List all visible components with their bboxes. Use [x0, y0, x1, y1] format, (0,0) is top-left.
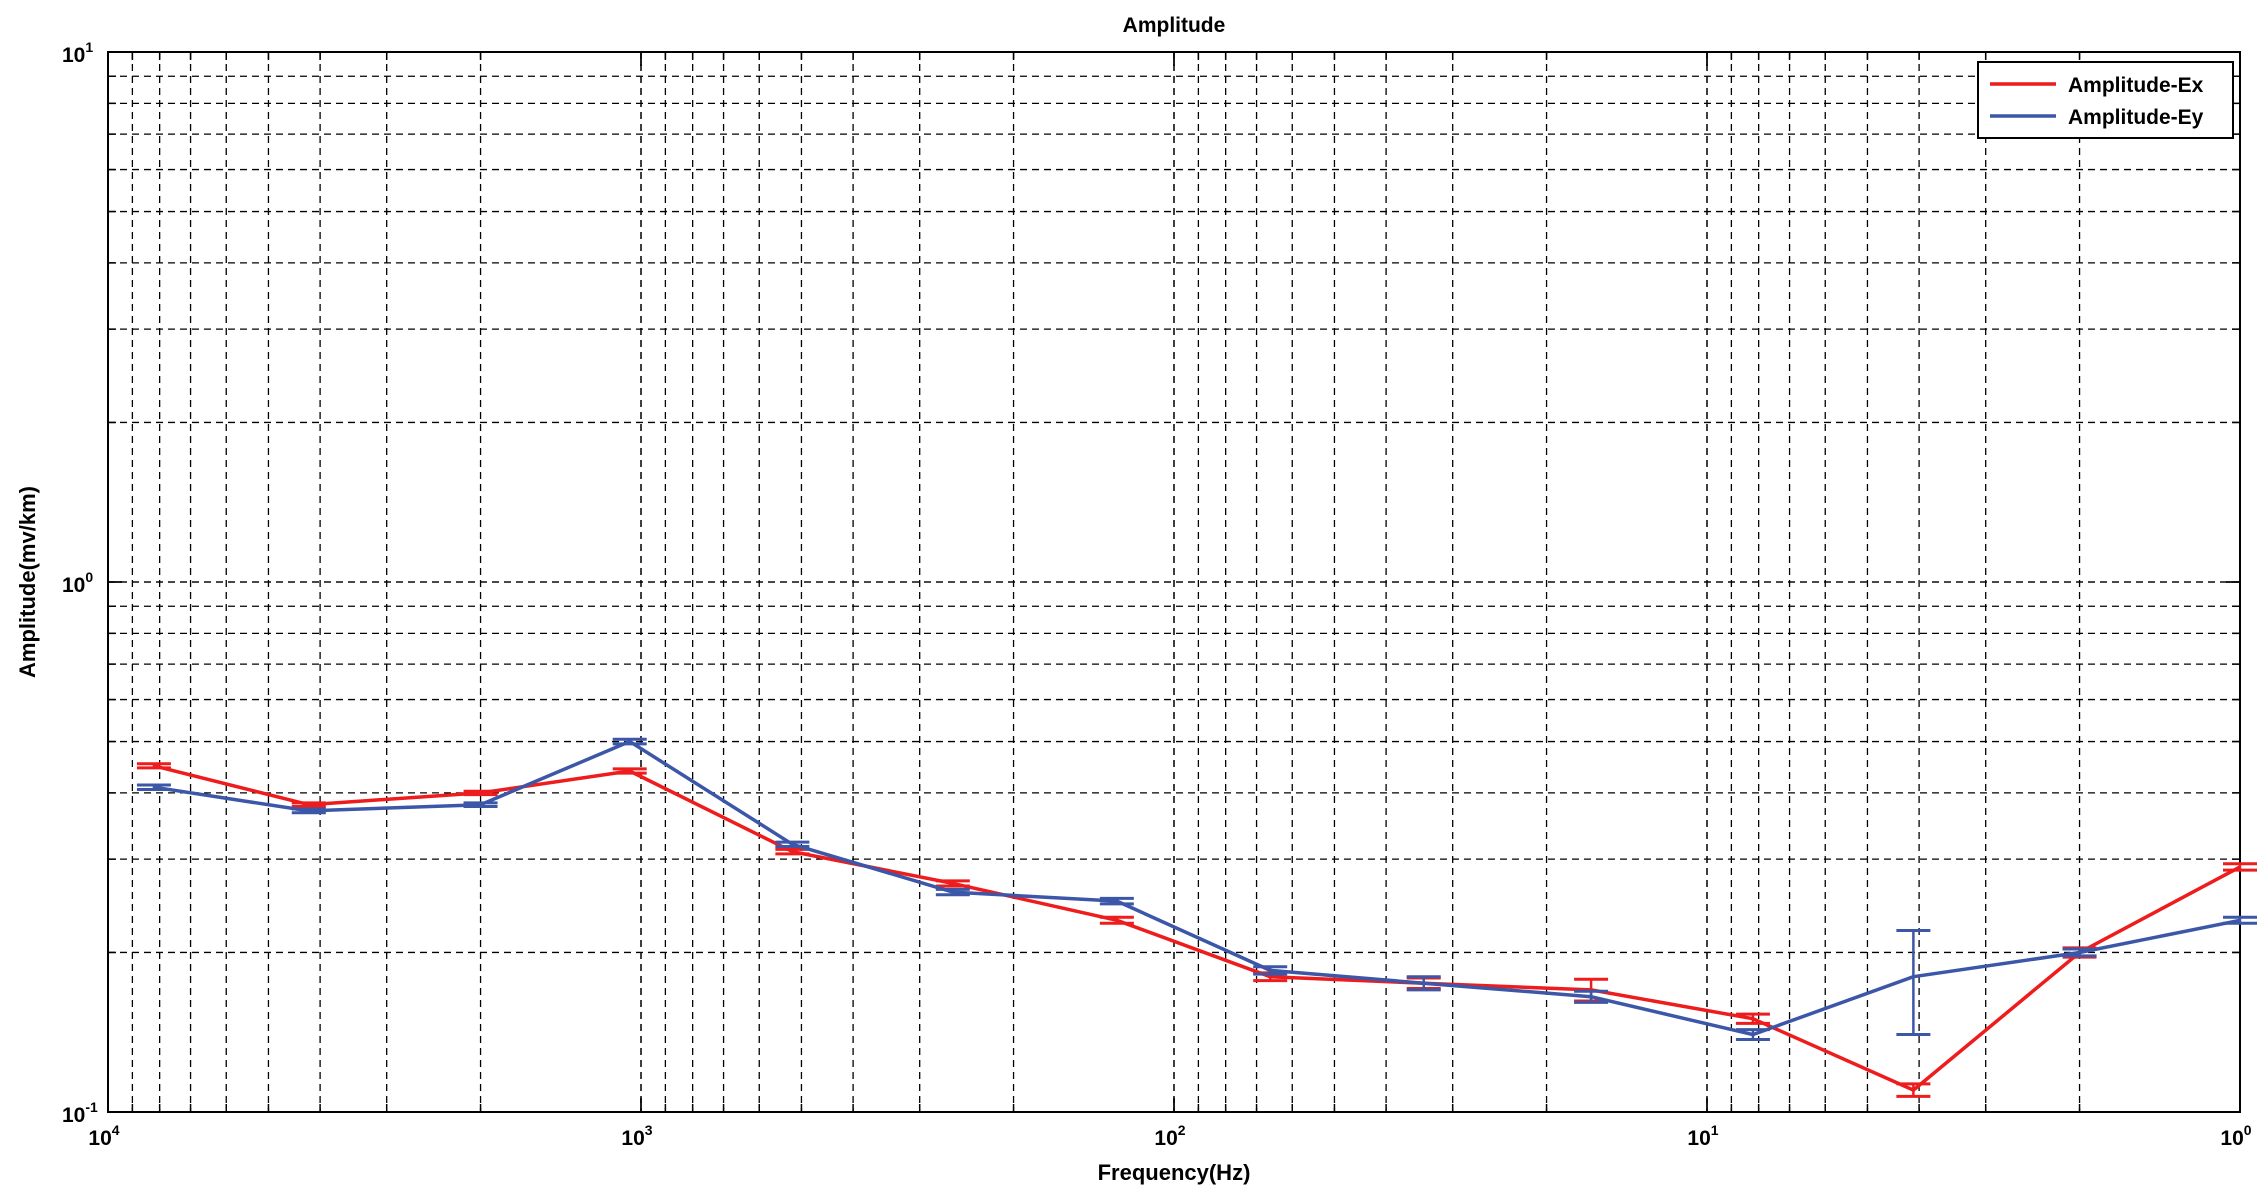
legend: Amplitude-Ex Amplitude-Ey [1977, 61, 2234, 139]
errorbar-Amplitude-Ex [463, 789, 498, 797]
y-tick-label: 10-1 [62, 1099, 98, 1127]
y-tick-label: 101 [62, 39, 93, 67]
x-tick-label: 102 [1154, 1122, 1185, 1150]
errorbar-Amplitude-Ey [463, 801, 498, 809]
x-tick-label: 101 [1687, 1122, 1718, 1150]
x-tick-label: 100 [2220, 1122, 2251, 1150]
errorbar-Amplitude-Ey [2062, 947, 2097, 958]
errorbar-Amplitude-Ex [935, 879, 970, 888]
errorbar-Amplitude-Ey [775, 840, 810, 848]
errorbar-Amplitude-Ey [1574, 989, 1609, 1004]
errorbar-Amplitude-Ex [1735, 1012, 1770, 1025]
errorbar-Amplitude-Ex [612, 767, 647, 775]
errorbar-Amplitude-Ey [1253, 965, 1288, 976]
x-tick-label: 104 [88, 1122, 119, 1150]
errorbar-Amplitude-Ey [1406, 975, 1441, 992]
errorbar-Amplitude-Ex [2223, 862, 2257, 872]
errorbar-Amplitude-Ex [136, 762, 171, 770]
tick-layer: 104 103 102 101 100 10-1 100 101 [62, 39, 2252, 1150]
errorbar-Amplitude-Ey [291, 807, 326, 815]
series-line-Amplitude-Ex [153, 764, 2241, 1092]
errorbar-Amplitude-Ey [1735, 1028, 1770, 1042]
series-line-Amplitude-Ey [153, 739, 2241, 1037]
errorbar-Amplitude-Ex [1896, 1082, 1931, 1098]
legend-box [1977, 61, 2234, 139]
legend-label: Amplitude-Ex [2068, 74, 2204, 97]
x-axis-label: Frequency(Hz) [1098, 1160, 1251, 1185]
series-layer [136, 737, 2257, 1098]
errorbar-Amplitude-Ey [1896, 929, 1931, 1037]
chart-title: Amplitude [1123, 14, 1226, 37]
y-axis-label: Amplitude(mv/km) [15, 486, 40, 678]
legend-label: Amplitude-Ey [2068, 106, 2204, 129]
y-tick-label: 100 [62, 569, 93, 597]
errorbar-Amplitude-Ex [1099, 915, 1134, 925]
errorbar-Amplitude-Ey [2223, 915, 2257, 925]
x-tick-label: 103 [621, 1122, 652, 1150]
errorbar-Amplitude-Ey [612, 737, 647, 746]
errorbar-Amplitude-Ey [1099, 896, 1134, 906]
errorbar-Amplitude-Ex [291, 801, 326, 809]
errorbar-Amplitude-Ey [136, 783, 171, 791]
errorbar-Amplitude-Ey [935, 887, 970, 897]
